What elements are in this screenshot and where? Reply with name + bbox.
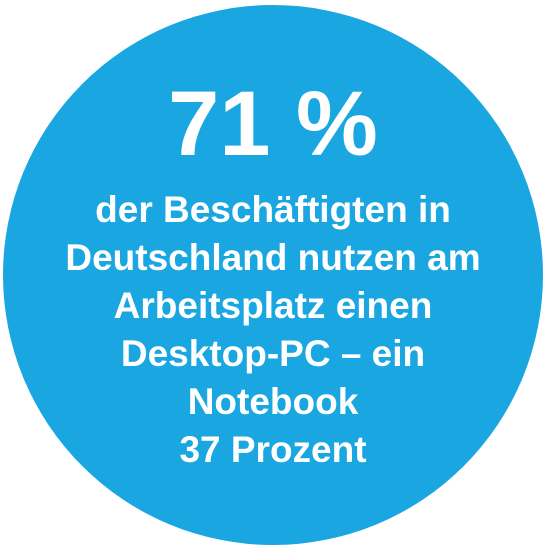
- text-line: Desktop-PC – ein: [121, 333, 425, 374]
- circle: [3, 5, 543, 545]
- text-line: Deutschland nutzen am: [65, 237, 480, 278]
- headline: 71 %: [168, 73, 378, 175]
- text-line: Notebook: [188, 381, 359, 422]
- text-line: der Beschäftigten in: [95, 189, 451, 230]
- text-line: 37 Prozent: [179, 429, 366, 470]
- text-line: Arbeitsplatz einen: [114, 285, 433, 326]
- text-block: der Beschäftigten in Deutschland nutzen a…: [65, 189, 480, 470]
